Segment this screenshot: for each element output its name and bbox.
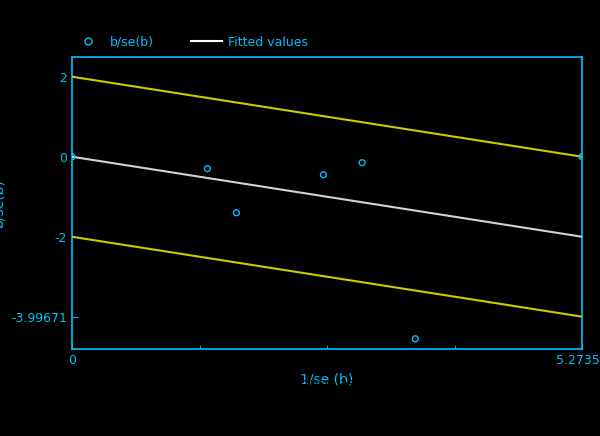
Legend: b/se(b), Fitted values: b/se(b), Fitted values	[67, 31, 313, 54]
Point	[203, 165, 212, 172]
Point	[358, 159, 367, 166]
Text: Galbraith plot of VEGF G634C polymorphism associated with the CHDs (CC: Galbraith plot of VEGF G634C polymorphis…	[69, 377, 516, 390]
Point	[410, 335, 420, 342]
Point	[319, 171, 328, 178]
Point	[577, 153, 587, 160]
Point	[232, 209, 241, 216]
Text: Figure 5: Figure 5	[18, 377, 73, 390]
Point	[67, 153, 77, 160]
X-axis label: 1/se (b): 1/se (b)	[301, 372, 353, 386]
Text: allele vs. GG allele).: allele vs. GG allele).	[18, 420, 137, 433]
Y-axis label: b/se(b): b/se(b)	[0, 178, 6, 227]
